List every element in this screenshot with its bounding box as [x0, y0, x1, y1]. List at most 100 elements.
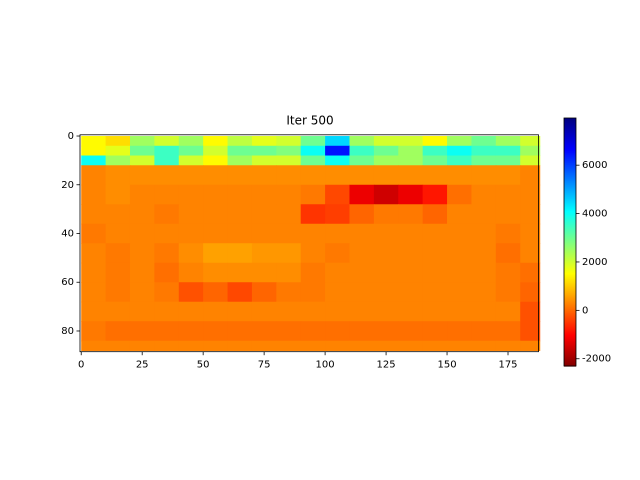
colorbar-step [564, 360, 576, 363]
heat-cell [227, 340, 253, 351]
colorbar-step [564, 214, 576, 217]
heat-cell [276, 136, 302, 147]
colorbar-step [564, 170, 576, 173]
heat-cell [251, 282, 277, 303]
heat-cell [300, 155, 326, 166]
heat-cell [349, 184, 375, 205]
colorbar-step [564, 210, 576, 213]
heat-cell [349, 282, 375, 303]
heat-cell [300, 262, 326, 283]
colorbar-step [564, 326, 576, 329]
colorbar-step [564, 364, 576, 367]
heat-cell [154, 321, 180, 342]
heat-cell [300, 165, 326, 186]
heat-cell [105, 340, 131, 351]
heat-cell [325, 301, 350, 322]
colorbar-step [564, 290, 576, 293]
colorbar-step [564, 118, 576, 121]
heat-cell [227, 184, 253, 205]
heat-cell [447, 340, 472, 351]
colorbar-step [564, 174, 576, 177]
heat-cell [398, 155, 424, 166]
heat-cell [81, 145, 107, 157]
colorbar-step [564, 322, 576, 325]
heat-cell [447, 321, 472, 342]
colorbar-step [564, 252, 576, 255]
heat-cell [349, 262, 375, 283]
heat-cell [373, 340, 399, 351]
heat-cell [447, 204, 472, 225]
colorbar-step [564, 226, 576, 229]
colorbar-tick-label: -2000 [582, 354, 611, 365]
heat-cell [349, 155, 375, 166]
heat-cell [178, 301, 204, 322]
heat-cell [203, 184, 229, 205]
heat-cell [276, 184, 302, 205]
colorbar-step [564, 328, 576, 331]
colorbar-step [564, 186, 576, 189]
colorbar-step [564, 264, 576, 267]
heat-cell [203, 145, 229, 157]
heat-cell [398, 243, 424, 264]
colorbar-step [564, 222, 576, 225]
heat-cell [520, 223, 541, 244]
heat-cell [129, 184, 155, 205]
colorbar-step [564, 272, 576, 275]
heat-cell [300, 340, 326, 351]
colorbar-step [564, 212, 576, 215]
x-tick-label: 125 [377, 360, 396, 371]
heat-cell [276, 145, 302, 157]
heat-cell [495, 223, 521, 244]
heat-cell [471, 155, 497, 166]
heat-cell [325, 136, 350, 147]
heat-cell [203, 223, 229, 244]
colorbar-step [564, 268, 576, 271]
heat-cell [178, 243, 204, 264]
heat-cell [495, 301, 521, 322]
heat-cell [251, 145, 277, 157]
heat-cell [373, 223, 399, 244]
colorbar-step [564, 296, 576, 299]
heat-cell [349, 165, 375, 186]
heat-cell [471, 204, 497, 225]
colorbar-step [564, 126, 576, 129]
heat-cell [300, 301, 326, 322]
heat-cell [276, 321, 302, 342]
colorbar-step [564, 302, 576, 305]
heat-cell [373, 155, 399, 166]
heat-cell [105, 321, 131, 342]
colorbar-step [564, 308, 576, 311]
heat-cell [422, 340, 448, 351]
heat-cell [520, 136, 541, 147]
heat-cell [373, 136, 399, 147]
heat-cell [373, 282, 399, 303]
colorbar-step [564, 200, 576, 203]
colorbar-step [564, 194, 576, 197]
heat-cell [349, 145, 375, 157]
heat-cell [422, 262, 448, 283]
heat-cell [349, 204, 375, 225]
heat-cell [471, 184, 497, 205]
colorbar-step [564, 284, 576, 287]
heat-cell [495, 321, 521, 342]
heat-cell [471, 282, 497, 303]
heat-cell [520, 204, 541, 225]
colorbar-step [564, 132, 576, 135]
heat-cell [227, 301, 253, 322]
x-tick-label: 100 [316, 360, 335, 371]
colorbar-step [564, 182, 576, 185]
heat-cell [251, 165, 277, 186]
colorbar-step [564, 306, 576, 309]
colorbar-step [564, 292, 576, 295]
heat-cell [105, 262, 131, 283]
heat-cell [276, 340, 302, 351]
heat-cell [81, 223, 107, 244]
colorbar-step [564, 332, 576, 335]
heat-cell [495, 243, 521, 264]
x-tick-label: 50 [197, 360, 210, 371]
x-tick-label: 75 [258, 360, 271, 371]
heat-cell [105, 282, 131, 303]
heat-cell [154, 204, 180, 225]
colorbar-step [564, 242, 576, 245]
heat-cell [178, 145, 204, 157]
